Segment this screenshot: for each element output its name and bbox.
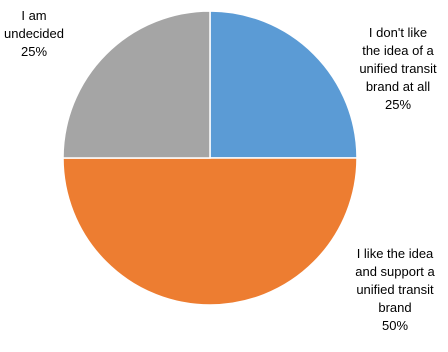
- slice-percent-label: 25%: [385, 97, 411, 112]
- slice-percent-label: 50%: [382, 318, 408, 333]
- slice-label-line: brand: [378, 300, 411, 315]
- slice-label-line: I like the idea: [357, 246, 434, 261]
- pie-slices: [62, 10, 358, 306]
- pie-slice-1: [62, 157, 358, 306]
- slice-label-1: I like the idea and support a unified tran…: [355, 246, 435, 333]
- slice-label-line: brand at all: [366, 79, 430, 94]
- slice-percent-label: 25%: [21, 44, 47, 59]
- pie-slice-0: [209, 10, 358, 159]
- pie-slice-2: [62, 10, 211, 159]
- slice-label-line: unified transit: [359, 61, 437, 76]
- slice-label-2: I am undecided 25%: [4, 8, 64, 59]
- slice-label-line: undecided: [4, 26, 64, 41]
- slice-label-line: and support a: [355, 264, 435, 279]
- slice-label-0: I don't like the idea of a unified transit…: [359, 25, 437, 112]
- slice-labels: I don't like the idea of a unified transit…: [4, 8, 437, 333]
- slice-label-line: I don't like: [369, 25, 427, 40]
- slice-label-line: I am: [21, 8, 46, 23]
- slice-label-line: the idea of a: [362, 43, 434, 58]
- slice-label-line: unified transit: [356, 282, 434, 297]
